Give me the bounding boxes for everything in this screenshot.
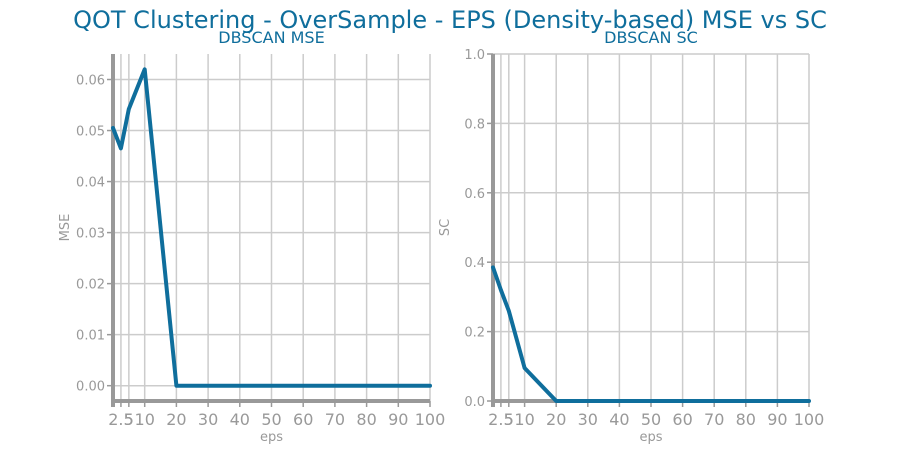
mse-x-tick-label: 2.5	[108, 410, 133, 429]
mse-x-tick-label: 20	[166, 410, 186, 429]
mse-y-tick-label: 0.02	[76, 278, 105, 293]
sc-x-tick-label: 2.5	[488, 410, 513, 429]
sc-y-tick-label: 0.8	[464, 117, 485, 132]
mse-series-line	[111, 67, 432, 388]
mse-x-tick-label: 100	[415, 410, 446, 429]
sc-x-tick-label: 100	[794, 410, 825, 429]
mse-chart: 2.55 10 20 30 40 50 60 70 80 90 100 0.00 0.01 0.02 0.0…	[58, 28, 445, 445]
sc-y-tick-label: 1.0	[464, 48, 485, 63]
sc-chart-title: DBSCAN SC	[604, 28, 698, 47]
mse-y-axis-label: MSE	[58, 214, 73, 242]
sc-x-tick-label: 30	[578, 410, 598, 429]
mse-x-tick-label: 5	[124, 410, 134, 429]
mse-y-tick-label: 0.06	[76, 74, 105, 89]
mse-x-tick-label: 80	[356, 410, 376, 429]
sc-y-tick-label: 0.2	[464, 326, 485, 341]
mse-x-axis-label: eps	[260, 430, 283, 445]
sc-x-tick-label: 10	[514, 410, 534, 429]
sc-x-tick-label: 5	[504, 410, 514, 429]
mse-y-tick-label: 0.04	[76, 176, 105, 191]
sc-y-tick-label: 0.0	[464, 395, 485, 410]
sc-grid	[493, 53, 810, 402]
mse-y-tick-label: 0.03	[76, 227, 105, 242]
sc-x-tick-label: 40	[609, 410, 629, 429]
sc-x-axis-label: eps	[639, 430, 662, 445]
sc-x-tick-label: 80	[736, 410, 756, 429]
sc-x-tick-label: 20	[546, 410, 566, 429]
sc-y-tick-label: 0.4	[464, 256, 485, 271]
mse-y-tick-label: 0.00	[76, 380, 105, 395]
mse-x-tick-label: 40	[230, 410, 250, 429]
sc-series-line	[491, 265, 811, 403]
mse-y-tick-label: 0.01	[76, 329, 105, 344]
sc-x-tick-label: 60	[672, 410, 692, 429]
mse-x-tick-label: 50	[261, 410, 281, 429]
mse-x-tick-label: 10	[135, 410, 155, 429]
mse-x-tick-label: 60	[293, 410, 313, 429]
mse-x-tick-label: 70	[325, 410, 345, 429]
mse-x-tick-label: 90	[388, 410, 408, 429]
mse-chart-title: DBSCAN MSE	[218, 28, 324, 47]
sc-y-tick-label: 0.6	[464, 187, 485, 202]
sc-x-tick-label: 50	[641, 410, 661, 429]
sc-x-tick-label: 70	[704, 410, 724, 429]
mse-x-tick-label: 30	[198, 410, 218, 429]
mse-y-tick-label: 0.05	[76, 125, 105, 140]
figure-title: QOT Clustering - OverSample - EPS (Densi…	[73, 6, 827, 34]
sc-x-tick-label: 90	[767, 410, 787, 429]
sc-chart: 2.55 10 20 30 40 50 60 70 80 90 100 0.0 0.2 0.4 0.6 0.8…	[438, 28, 824, 445]
sc-y-axis-label: SC	[438, 219, 453, 236]
